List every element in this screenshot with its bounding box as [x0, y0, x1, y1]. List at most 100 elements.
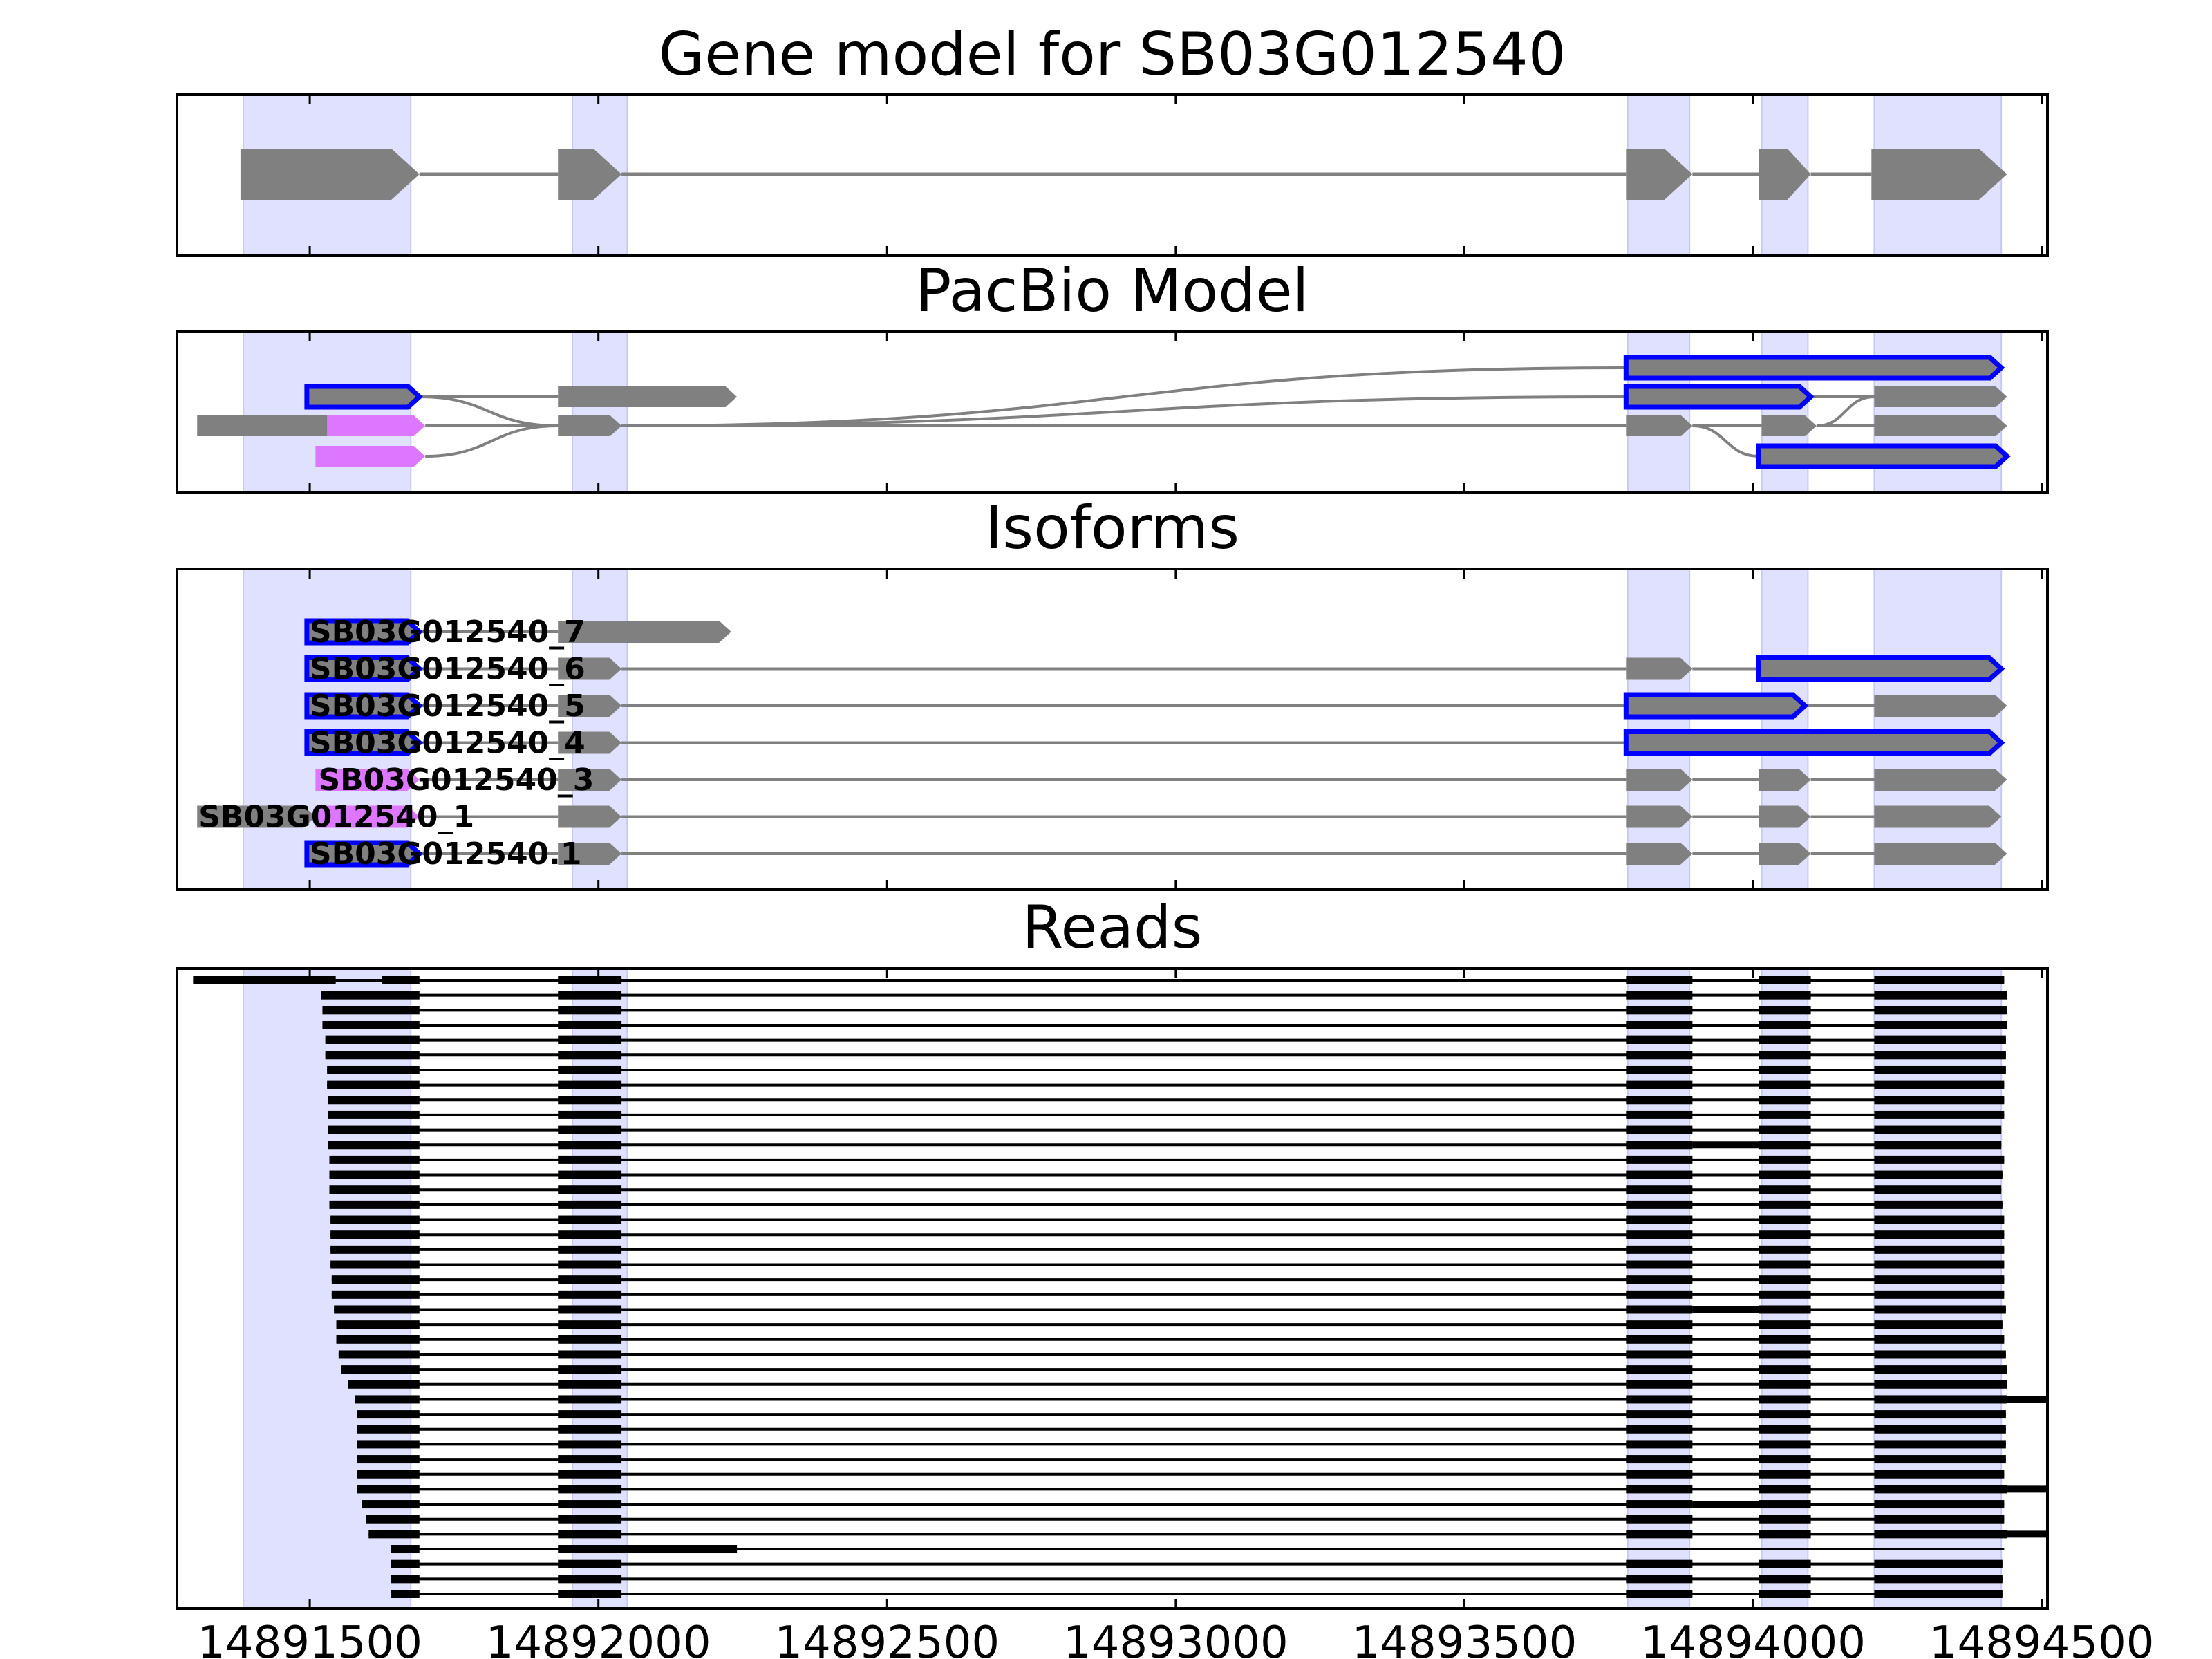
highlight-band [243, 332, 412, 493]
read-block [558, 1380, 622, 1389]
read-block [1759, 1410, 1811, 1419]
read-block [558, 1335, 622, 1344]
read-block [391, 1575, 420, 1584]
read-block [1874, 1185, 2002, 1194]
read-block [1874, 1425, 2006, 1434]
read-block [1626, 1455, 1693, 1464]
read-block [357, 1455, 420, 1464]
read-block [1626, 1065, 1693, 1074]
read-block [1874, 1230, 2005, 1239]
read-block [558, 1365, 622, 1374]
read-block [1874, 1096, 2005, 1105]
highlight-band [243, 968, 412, 1609]
read-block [1759, 1395, 1811, 1404]
splice-curve [1692, 424, 1759, 458]
read-block [1874, 1575, 2003, 1584]
read-block [1874, 1125, 2002, 1134]
read-block [1626, 1590, 1693, 1598]
read-block [558, 1485, 622, 1494]
read-block [1759, 991, 1811, 1000]
exon-arrow [1626, 843, 1693, 865]
exon-arrow [558, 621, 731, 643]
read-block [1874, 1290, 2005, 1299]
exon-arrow [304, 655, 424, 682]
read-block [558, 1320, 622, 1329]
read-block [1759, 1020, 1811, 1029]
read-block [558, 1245, 622, 1254]
panel-title-reads: Reads [1022, 893, 1203, 962]
read-block [366, 1515, 420, 1524]
plot-frame [176, 568, 2049, 891]
read-block [1626, 1051, 1693, 1060]
tick-marks [308, 569, 2043, 890]
exon-arrow [304, 692, 424, 720]
read-block [391, 1545, 420, 1554]
isoform-label: SB03G012540_7 [310, 615, 585, 650]
read-block [193, 976, 336, 984]
x-tick-label: 14894500 [1929, 1618, 2155, 1659]
read-block [1874, 1380, 2007, 1389]
exon-arrow [304, 618, 424, 646]
read-block [1626, 1245, 1693, 1254]
pacbio-node [1623, 355, 2005, 381]
pacbio-node [197, 415, 341, 436]
read-block [331, 1275, 420, 1284]
panel-title-gene-model: Gene model for SB03G012540 [659, 20, 1566, 89]
exon-arrow [558, 695, 622, 717]
read-block [558, 1110, 622, 1119]
panel-reads: Reads 14891500 14892000 14892500 14893000 14… [176, 893, 2155, 1659]
exon-arrow [1759, 769, 1811, 791]
read-block [1626, 1230, 1693, 1239]
read-block [1874, 1440, 2006, 1449]
read-block [338, 1350, 420, 1359]
read-block [1759, 1065, 1811, 1074]
exon-arrow [240, 149, 420, 200]
exon-arrow [1759, 843, 1811, 865]
pacbio-node [558, 386, 738, 407]
exon-arrow [304, 729, 424, 756]
read-block [327, 1065, 420, 1074]
isoform-label: SB03G012540_5 [310, 688, 585, 724]
read-block [1874, 1500, 2005, 1509]
read-block [1874, 1200, 2003, 1209]
read-block [328, 1110, 420, 1119]
read-block [330, 1260, 420, 1269]
read-block [1874, 1260, 2005, 1269]
read-block [329, 1155, 420, 1164]
read-block [1874, 1110, 2005, 1119]
read-block [331, 1290, 420, 1299]
read-block [322, 1006, 420, 1015]
splice-curve [621, 395, 1627, 427]
highlight-band [572, 968, 628, 1609]
read-block [558, 1559, 622, 1568]
exon-arrow [558, 657, 622, 680]
read-block [1759, 1380, 1811, 1389]
read-block [1626, 1080, 1693, 1089]
read-block [558, 1395, 622, 1404]
read-block [357, 1485, 420, 1494]
read-block [1626, 1470, 1693, 1479]
read-block [1759, 1425, 1811, 1434]
read-block [1759, 1260, 1811, 1269]
read-block [1759, 976, 1811, 984]
read-block [1759, 1230, 1811, 1239]
isoform-labels: SB03G012540_7SB03G012540_6SB03G012540_5S… [198, 615, 594, 872]
read-block [558, 1141, 622, 1150]
exon-arrow [1626, 805, 1693, 828]
read-block [1626, 1380, 1693, 1389]
read-block [1874, 1455, 2006, 1464]
read-block [330, 1245, 420, 1254]
exon-arrow [304, 840, 424, 868]
exon-arrow [1874, 769, 2007, 791]
read-block [558, 1260, 622, 1269]
x-tick-label: 14892500 [774, 1618, 1000, 1659]
read-block [1626, 1320, 1693, 1329]
read-block [1874, 1275, 2005, 1284]
read-block [1759, 1455, 1811, 1464]
read-block [334, 1305, 420, 1314]
read-block [1874, 1051, 2006, 1060]
isoform-label: SB03G012540_3 [318, 762, 594, 798]
read-block [1626, 1006, 1693, 1015]
exon-arrow [558, 731, 622, 754]
read-block [1874, 1395, 2007, 1404]
